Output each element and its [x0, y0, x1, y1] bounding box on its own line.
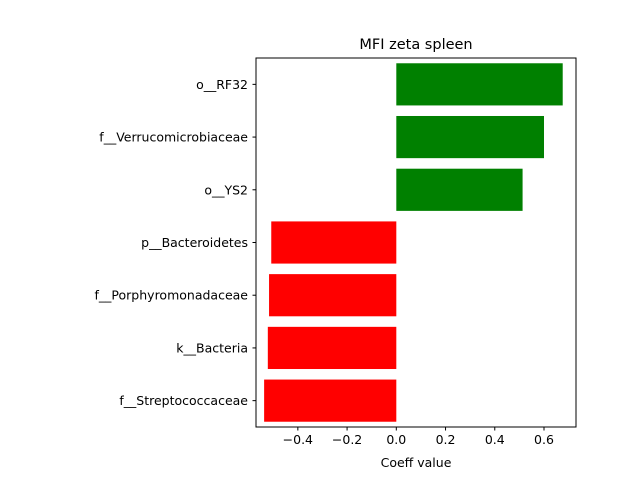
bar-o__YS2	[396, 168, 523, 211]
x-tick-label: −0.2	[332, 432, 362, 447]
chart-title: MFI zeta spleen	[359, 37, 472, 53]
y-tick-label: f__Porphyromonadaceae	[95, 288, 249, 303]
bar-o__RF32	[396, 63, 563, 106]
y-tick-label: f__Verrucomicrobiaceae	[99, 130, 248, 145]
x-tick-label: 0.0	[386, 432, 406, 447]
y-tick-label: k__Bacteria	[176, 340, 248, 355]
x-tick-label: −0.4	[283, 432, 313, 447]
x-axis-ticks: −0.4 −0.2 0.0 0.2 0.4 0.6	[283, 427, 554, 447]
bars-group	[264, 63, 563, 422]
y-axis-ticks: o__RF32 f__Verrucomicrobiaceae o__YS2 p__Ba…	[95, 77, 256, 408]
y-tick-label: o__YS2	[204, 182, 248, 197]
bar-f__Porphyromonadaceae	[269, 274, 397, 317]
bar-f__Verrucomicrobiaceae	[396, 115, 544, 159]
bar-f__Streptococcaceae	[264, 379, 397, 422]
x-tick-label: 0.2	[436, 432, 456, 447]
y-tick-label: o__RF32	[196, 77, 248, 92]
x-tick-label: 0.4	[485, 432, 505, 447]
x-axis-label: Coeff value	[381, 455, 452, 470]
bar-p__Bacteroidetes	[271, 221, 397, 264]
y-tick-label: f__Streptococcaceae	[119, 393, 248, 408]
plot-frame	[255, 57, 577, 428]
bar-k__Bacteria	[267, 326, 397, 370]
y-tick-label: p__Bacteroidetes	[141, 235, 248, 250]
x-tick-label: 0.6	[534, 432, 554, 447]
